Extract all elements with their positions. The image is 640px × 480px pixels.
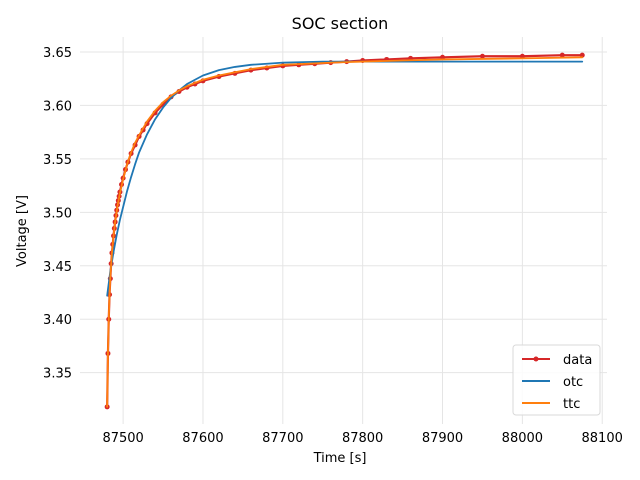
y-tick-label: 3.45 bbox=[43, 260, 72, 275]
y-tick-label: 3.50 bbox=[43, 206, 72, 221]
grid bbox=[80, 37, 607, 424]
y-tick-labels: 3.35 3.40 3.45 3.50 3.55 3.60 3.65 bbox=[43, 46, 72, 382]
x-tick-label: 87600 bbox=[182, 431, 223, 446]
series-line-ttc bbox=[106, 56, 584, 408]
y-tick-label: 3.35 bbox=[43, 367, 72, 382]
y-tick-label: 3.55 bbox=[43, 153, 72, 168]
x-tick-labels: 87500 87600 87700 87800 87900 88000 88100 bbox=[102, 431, 622, 446]
legend-box bbox=[512, 344, 601, 416]
y-tick-label: 3.40 bbox=[43, 313, 72, 328]
x-tick-label: 87900 bbox=[422, 431, 463, 446]
legend: data otc ttc bbox=[512, 344, 601, 416]
x-tick-label: 87700 bbox=[262, 431, 303, 446]
legend-label-otc: otc bbox=[563, 375, 583, 390]
x-tick-label: 88100 bbox=[582, 431, 623, 446]
x-tick-label: 87500 bbox=[102, 431, 143, 446]
legend-label-ttc: ttc bbox=[563, 397, 580, 412]
x-tick-label: 87800 bbox=[342, 431, 383, 446]
legend-label-data: data bbox=[563, 353, 592, 368]
data-point bbox=[559, 52, 565, 58]
y-tick-label: 3.60 bbox=[43, 99, 72, 114]
chart-title: SOC section bbox=[292, 14, 389, 33]
data-point bbox=[579, 52, 585, 58]
y-axis-label: Voltage [V] bbox=[15, 195, 30, 267]
data-point bbox=[479, 53, 485, 59]
series-layer bbox=[104, 52, 585, 410]
x-axis-label: Time [s] bbox=[313, 451, 367, 466]
legend-data-marker bbox=[533, 356, 539, 362]
x-tick-label: 88000 bbox=[502, 431, 543, 446]
y-tick-label: 3.65 bbox=[43, 46, 72, 61]
